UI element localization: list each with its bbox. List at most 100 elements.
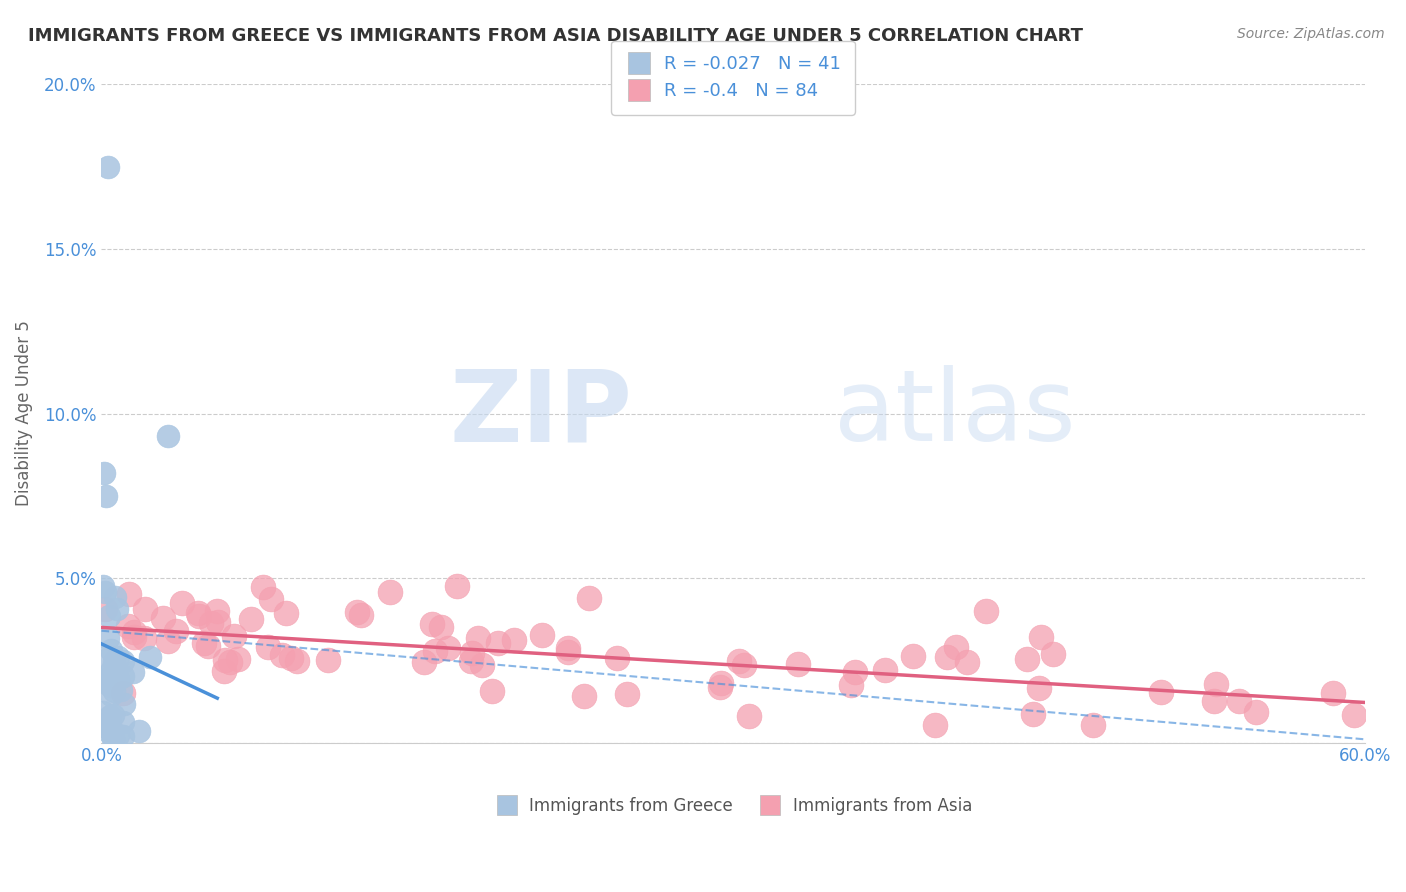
Point: [93, 584, 115, 599]
Point: [100, 688, 122, 702]
Point: [903, 649, 925, 664]
Point: [97, 676, 120, 690]
Point: [188, 609, 211, 624]
Point: [107, 728, 129, 742]
Point: [105, 602, 128, 616]
Point: [503, 633, 526, 648]
Point: [103, 656, 125, 670]
Text: IMMIGRANTS FROM GREECE VS IMMIGRANTS FROM ASIA DISABILITY AGE UNDER 5 CORRELATIO: IMMIGRANTS FROM GREECE VS IMMIGRANTS FRO…: [28, 27, 1083, 45]
Point: [1227, 694, 1250, 708]
Point: [557, 645, 579, 659]
Point: [91, 579, 114, 593]
Point: [94, 653, 117, 667]
Point: [1028, 681, 1050, 695]
Point: [787, 657, 810, 671]
Point: [112, 669, 135, 683]
Legend: Immigrants from Greece, Immigrants from Asia: Immigrants from Greece, Immigrants from …: [488, 790, 979, 822]
Point: [170, 596, 193, 610]
Point: [112, 654, 135, 668]
Point: [924, 717, 946, 731]
Point: [460, 654, 482, 668]
Point: [107, 650, 129, 665]
Point: [112, 686, 135, 700]
Point: [200, 615, 222, 630]
Point: [461, 646, 484, 660]
Point: [239, 612, 262, 626]
Point: [96, 674, 118, 689]
Point: [207, 615, 229, 630]
Point: [1081, 718, 1104, 732]
Point: [104, 590, 127, 604]
Point: [1246, 705, 1268, 719]
Point: [226, 652, 249, 666]
Point: [93, 466, 115, 480]
Point: [378, 585, 401, 599]
Point: [193, 636, 215, 650]
Point: [1205, 677, 1227, 691]
Point: [94, 720, 117, 734]
Point: [98, 715, 121, 730]
Point: [157, 429, 180, 443]
Point: [132, 631, 155, 645]
Point: [134, 601, 156, 615]
Point: [94, 489, 117, 503]
Point: [260, 591, 283, 606]
Text: Source: ZipAtlas.com: Source: ZipAtlas.com: [1237, 27, 1385, 41]
Point: [839, 678, 862, 692]
Point: [128, 723, 150, 738]
Point: [557, 641, 579, 656]
Point: [101, 732, 124, 747]
Point: [100, 642, 122, 657]
Y-axis label: Disability Age Under 5: Disability Age Under 5: [15, 320, 32, 507]
Point: [733, 658, 755, 673]
Point: [728, 654, 751, 668]
Point: [152, 611, 174, 625]
Point: [101, 666, 124, 681]
Point: [873, 663, 896, 677]
Point: [471, 657, 494, 672]
Point: [1017, 651, 1039, 665]
Point: [974, 604, 997, 618]
Point: [91, 705, 114, 719]
Point: [1031, 631, 1053, 645]
Text: ZIP: ZIP: [449, 365, 633, 462]
Point: [122, 665, 145, 679]
Point: [112, 729, 135, 743]
Point: [97, 608, 120, 623]
Point: [97, 631, 120, 645]
Point: [139, 649, 162, 664]
Point: [1022, 707, 1045, 722]
Point: [1150, 685, 1173, 699]
Point: [606, 651, 628, 665]
Point: [413, 655, 436, 669]
Point: [350, 607, 373, 622]
Point: [117, 619, 139, 633]
Point: [205, 604, 228, 618]
Point: [98, 709, 121, 723]
Point: [117, 587, 139, 601]
Point: [616, 687, 638, 701]
Point: [425, 644, 447, 658]
Point: [844, 665, 866, 679]
Point: [578, 591, 600, 605]
Point: [122, 630, 145, 644]
Point: [346, 605, 368, 619]
Point: [1042, 647, 1064, 661]
Point: [112, 697, 135, 711]
Point: [270, 648, 292, 663]
Point: [935, 649, 957, 664]
Point: [530, 628, 553, 642]
Point: [738, 709, 761, 723]
Point: [98, 726, 121, 740]
Point: [100, 664, 122, 678]
Point: [1202, 694, 1225, 708]
Point: [285, 654, 308, 668]
Point: [316, 653, 339, 667]
Point: [122, 624, 145, 639]
Point: [197, 639, 219, 653]
Point: [103, 684, 125, 698]
Point: [94, 602, 117, 616]
Point: [280, 651, 302, 665]
Point: [110, 682, 132, 697]
Point: [111, 714, 134, 729]
